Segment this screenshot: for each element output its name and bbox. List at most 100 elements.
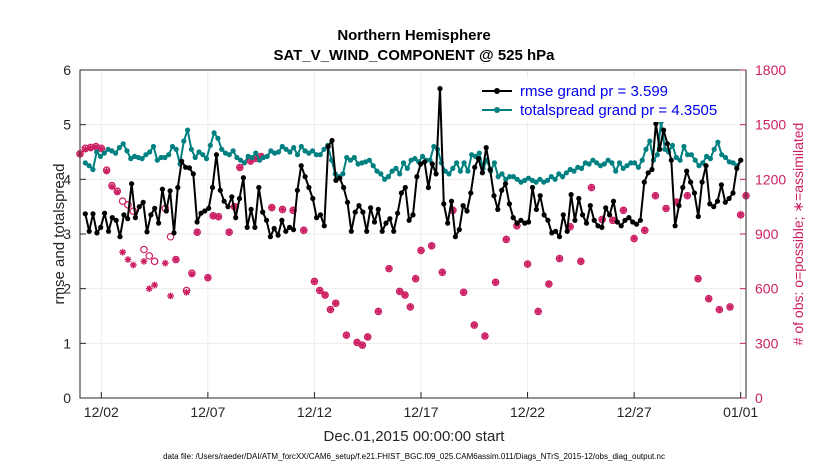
totalspread-point: [302, 148, 308, 154]
y-tick-label: 4: [63, 171, 71, 187]
rmse-point: [163, 208, 169, 214]
obs-assimilated-marker: [641, 226, 649, 234]
totalspread-point: [143, 152, 149, 158]
totalspread-point: [586, 161, 592, 167]
rmse-point: [499, 187, 505, 193]
rmse-point: [541, 212, 547, 218]
rmse-point: [217, 187, 223, 193]
obs-assimilated-stroke: [343, 332, 350, 339]
rmse-point: [630, 219, 636, 225]
rmse-point: [637, 217, 644, 223]
rmse-point: [560, 212, 566, 218]
rmse-point: [583, 220, 590, 226]
rmse-point: [132, 215, 138, 221]
legend: rmse grand pr = 3.599 totalspread grand …: [476, 78, 738, 122]
obs-assimilated-marker: [225, 228, 233, 236]
rmse-point: [306, 184, 312, 191]
x-tick-label: 12/02: [84, 404, 119, 420]
obs-assimilated-marker: [183, 288, 190, 296]
y-tick-label: 6: [63, 62, 71, 78]
totalspread-point: [275, 149, 282, 155]
totalspread-point: [215, 135, 221, 141]
totalspread-point: [287, 149, 293, 155]
obs-assimilated-marker: [188, 270, 196, 278]
rmse-point: [86, 228, 92, 234]
rmse-point: [148, 212, 154, 218]
totalspread-point: [128, 156, 134, 162]
totalspread-point: [389, 168, 395, 174]
rmse-point: [618, 223, 624, 229]
right-tick-label: 0: [755, 390, 763, 406]
rmse-point: [703, 163, 709, 169]
right-tick-label: 1500: [755, 117, 786, 133]
rmse-point: [240, 175, 246, 181]
obs-assimilated-stroke: [316, 287, 323, 294]
obs-assimilated-stroke: [418, 247, 424, 254]
obs-assimilated-stroke: [103, 168, 110, 175]
obs-assimilated-stroke: [545, 281, 552, 287]
rmse-point: [317, 212, 324, 218]
obs-assimilated-stroke: [146, 285, 153, 292]
rmse-point: [422, 159, 428, 165]
rmse-point: [414, 174, 420, 180]
totalspread-point: [374, 168, 380, 174]
obs-assimilated-stroke: [332, 300, 339, 307]
y-tick-label: 1: [63, 335, 71, 351]
rmse-point: [649, 166, 655, 173]
obs-assimilated-marker: [460, 288, 468, 296]
totalspread-point: [139, 156, 145, 162]
obs-assimilated-stroke: [535, 308, 542, 315]
obs-possible-marker: [140, 245, 148, 254]
obs-assimilated-marker: [737, 211, 745, 219]
right-tick-label: 1200: [755, 171, 786, 187]
totalspread-point: [306, 150, 312, 156]
rmse-point: [252, 224, 258, 230]
obs-assimilated-marker: [694, 275, 702, 283]
totalspread-point: [234, 154, 240, 161]
rmse-point: [441, 201, 447, 207]
totalspread-point: [347, 157, 354, 163]
rmse-point: [179, 158, 185, 164]
totalspread-point: [257, 157, 263, 163]
rmse-point: [156, 220, 162, 226]
obs-assimilated-marker: [321, 291, 329, 299]
rmse-point: [468, 190, 474, 196]
obs-assimilated-marker: [151, 281, 158, 289]
totalspread-point: [688, 152, 695, 158]
totalspread-point: [219, 146, 225, 152]
totalspread-point: [268, 148, 274, 154]
totalspread-point: [495, 174, 501, 180]
obs-assimilated-stroke: [375, 308, 382, 315]
obs-assimilated-stroke: [460, 289, 467, 296]
rmse-point: [607, 212, 613, 218]
totalspread-point: [563, 170, 570, 176]
obs-assimilated-marker: [268, 204, 276, 211]
right-axis-tick-labels: 0 300 600 900 1200 1500 1800: [755, 62, 786, 406]
rmse-point: [680, 184, 686, 191]
rmse-point: [371, 219, 378, 225]
rmse-point: [514, 220, 520, 226]
obs-assimilated-stroke: [130, 262, 137, 268]
totalspread-point: [400, 160, 407, 166]
rmse-point: [171, 230, 177, 236]
obs-possible-marker: [118, 197, 127, 206]
rmse-point: [572, 217, 578, 223]
rmse-point: [475, 156, 482, 162]
totalspread-point: [605, 157, 611, 163]
obs-assimilated-marker: [145, 285, 153, 293]
totalspread-point: [514, 176, 520, 182]
obs-assimilated-stroke: [402, 292, 408, 298]
right-tick-label: 300: [755, 335, 779, 351]
totalspread-point: [162, 154, 168, 161]
totalspread-point: [101, 150, 107, 156]
totalspread-point: [94, 149, 100, 155]
totalspread-point: [579, 165, 585, 171]
totalspread-point: [238, 157, 244, 163]
rmse-point: [186, 165, 192, 171]
y-axis-tick-labels: 0 1 2 3 4 5 6: [63, 62, 71, 406]
totalspread-point: [654, 152, 660, 158]
obs-assimilated-marker: [215, 213, 222, 221]
rmse-point: [290, 227, 297, 233]
rmse-point: [202, 208, 208, 214]
rmse-point: [337, 175, 343, 181]
